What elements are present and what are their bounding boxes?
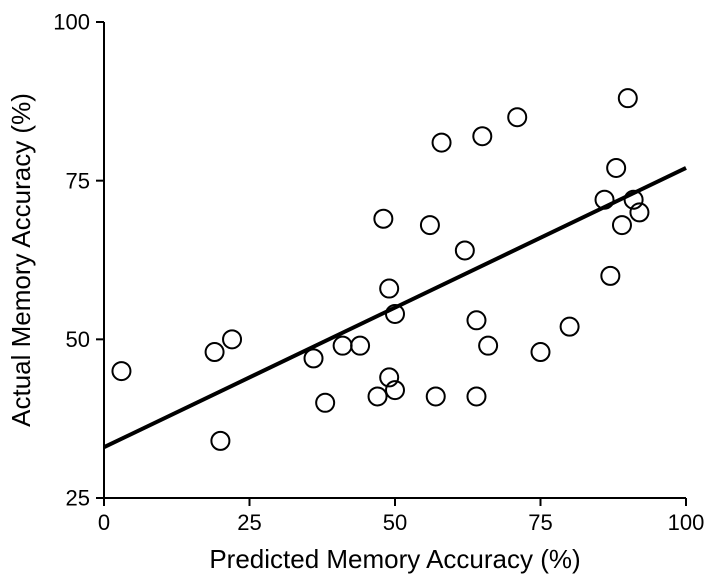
y-tick-label: 50 bbox=[66, 327, 90, 352]
scatter-chart: 0 25 50 75 100 25 50 75 100 Predicted Memory Accu… bbox=[0, 0, 712, 587]
y-tick-label: 100 bbox=[53, 10, 90, 35]
y-axis-title: Actual Memory Accuracy (%) bbox=[6, 93, 36, 427]
x-tick-label: 50 bbox=[383, 510, 407, 535]
y-tick-label: 75 bbox=[66, 168, 90, 193]
x-tick-label: 25 bbox=[237, 510, 261, 535]
x-tick-label: 75 bbox=[528, 510, 552, 535]
x-axis-title: Predicted Memory Accuracy (%) bbox=[209, 544, 580, 574]
x-tick-label: 100 bbox=[668, 510, 705, 535]
chart-svg: 0 25 50 75 100 25 50 75 100 Predicted Memory Accu… bbox=[0, 0, 712, 587]
y-tick-label: 25 bbox=[66, 486, 90, 511]
x-tick-label: 0 bbox=[98, 510, 110, 535]
